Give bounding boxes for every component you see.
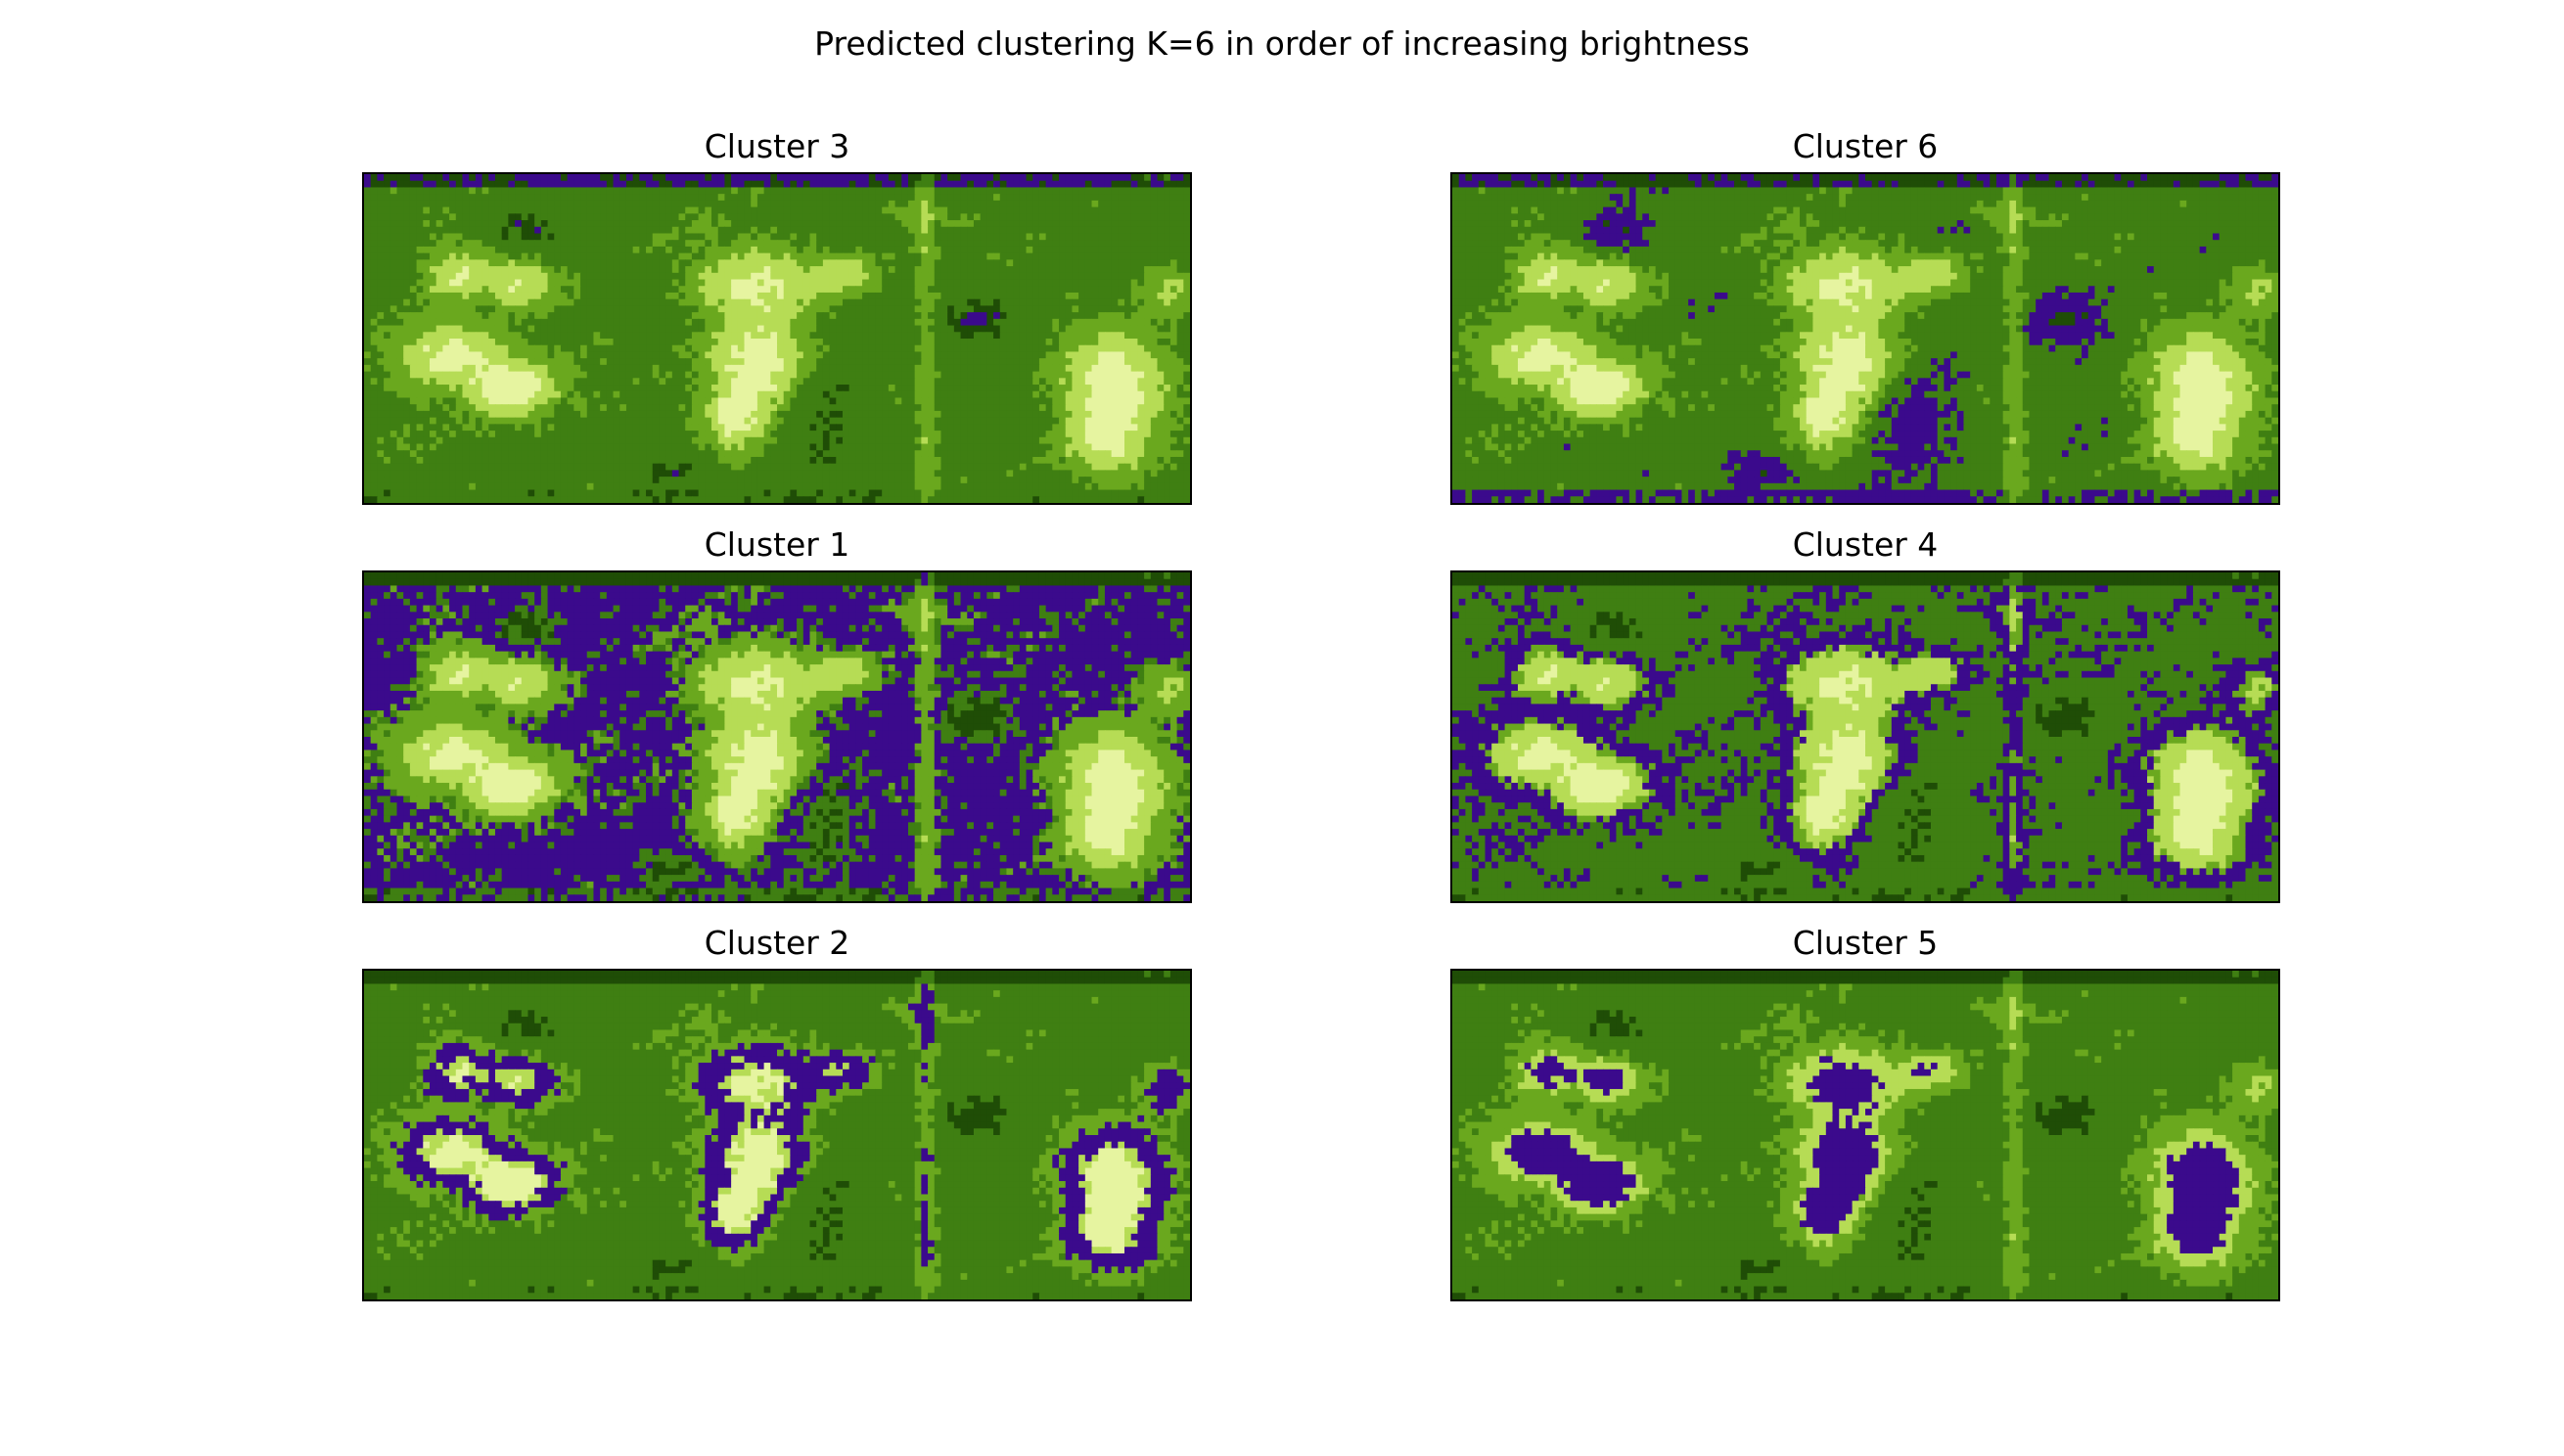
panel-title: Cluster 6 [1450, 125, 2280, 168]
solar-map-svg [364, 971, 1190, 1299]
solar-map-svg [364, 174, 1190, 503]
panel-cluster-6: Cluster 6 [1450, 125, 2280, 509]
solar-map-image [1450, 969, 2280, 1301]
panel-title: Cluster 5 [1450, 922, 2280, 965]
solar-map-svg [1452, 971, 2278, 1299]
panel-cluster-3: Cluster 3 [362, 125, 1192, 509]
solar-map-image [362, 570, 1192, 903]
figure-suptitle: Predicted clustering K=6 in order of inc… [0, 22, 2564, 67]
panel-cluster-5: Cluster 5 [1450, 922, 2280, 1305]
panel-title: Cluster 3 [362, 125, 1192, 168]
solar-map-svg [1452, 572, 2278, 901]
solar-map-image [362, 969, 1192, 1301]
solar-map-image [362, 172, 1192, 505]
panel-title: Cluster 1 [362, 523, 1192, 567]
panel-cluster-1: Cluster 1 [362, 523, 1192, 907]
panel-cluster-2: Cluster 2 [362, 922, 1192, 1305]
solar-map-svg [364, 572, 1190, 901]
panel-title: Cluster 2 [362, 922, 1192, 965]
panel-cluster-4: Cluster 4 [1450, 523, 2280, 907]
solar-map-image [1450, 172, 2280, 505]
panel-title: Cluster 4 [1450, 523, 2280, 567]
solar-map-svg [1452, 174, 2278, 503]
solar-map-image [1450, 570, 2280, 903]
